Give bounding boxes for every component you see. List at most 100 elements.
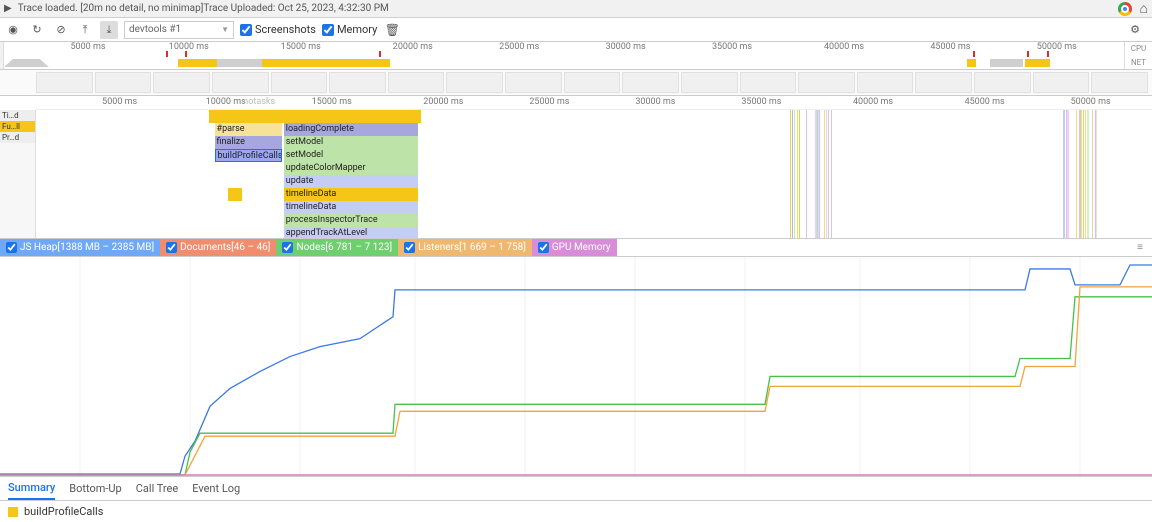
thumbnail[interactable]	[857, 72, 914, 93]
memory-input[interactable]	[322, 24, 334, 36]
tab-summary[interactable]: Summary	[8, 477, 55, 500]
flame-stripe	[1087, 110, 1088, 238]
memory-checkbox[interactable]: Memory	[322, 23, 377, 36]
thumbnail[interactable]	[329, 72, 386, 93]
mem-legend-checkbox[interactable]	[166, 242, 177, 253]
status-bar: ▶ Trace loaded. [20m no detail, no minim…	[0, 0, 1152, 18]
upload-icon[interactable]: ⤒	[76, 21, 94, 39]
track-label[interactable]: Ti…d	[0, 110, 35, 121]
flame-stripe	[1092, 110, 1093, 238]
gear-icon[interactable]: ⚙	[1126, 21, 1144, 39]
flame-stripe	[1064, 110, 1065, 238]
flame-entry[interactable]: updateColorMapper	[284, 162, 418, 175]
memory-chart[interactable]	[0, 257, 1152, 477]
flame-entry[interactable]: timelineData	[284, 201, 418, 214]
thumbnail[interactable]	[915, 72, 972, 93]
flame-entry[interactable]: #parse	[215, 123, 282, 136]
flame-entry[interactable]: setModel	[284, 149, 418, 162]
flame-entry[interactable]: appendTrackAtLevel	[284, 227, 418, 238]
flame-stripe	[1068, 110, 1069, 238]
overview-marker	[1047, 51, 1049, 57]
flame-entry[interactable]: processInspectorTrace	[284, 214, 418, 227]
flame-chart[interactable]: 5000 ms10000 ms15000 ms20000 ms25000 ms3…	[0, 96, 1152, 239]
flame-entry[interactable]: finalize	[215, 136, 282, 149]
flame-entry[interactable]: timelineData	[284, 188, 418, 201]
overview-tick: 20000 ms	[393, 42, 433, 52]
overview-tick: 40000 ms	[824, 42, 864, 52]
thumbnail[interactable]	[388, 72, 445, 93]
flame-entry[interactable]: buildProfileCalls	[215, 149, 282, 162]
thumbnail[interactable]	[564, 72, 621, 93]
mem-legend-label: Nodes[6 781 – 7 123]	[296, 242, 392, 253]
mem-legend-item[interactable]: Nodes[6 781 – 7 123]	[276, 239, 398, 256]
mem-legend-checkbox[interactable]	[404, 242, 415, 253]
screenshots-strip[interactable]	[0, 70, 1152, 96]
thumbnail[interactable]	[681, 72, 738, 93]
flame-entry[interactable]: loadingComplete	[284, 123, 418, 136]
thumbnail[interactable]	[1091, 72, 1148, 93]
thumbnail[interactable]	[271, 72, 328, 93]
target-dropdown[interactable]: devtools #1 ▼	[124, 21, 234, 39]
mem-legend-item[interactable]: JS Heap[1388 MB – 2385 MB]	[0, 239, 160, 256]
mem-legend-item[interactable]: Documents[46 – 46]	[160, 239, 276, 256]
summary-swatch	[8, 507, 18, 517]
flame-stripe	[831, 110, 832, 238]
flame-tick: 50000 ms	[1071, 97, 1111, 107]
mem-legend-label: Documents[46 – 46]	[180, 242, 270, 253]
flame-entry[interactable]: update	[284, 175, 418, 188]
overview-tick: 35000 ms	[712, 42, 752, 52]
thumbnail[interactable]	[798, 72, 855, 93]
thumbnail[interactable]	[153, 72, 210, 93]
overview-tick: 45000 ms	[930, 42, 970, 52]
net-label: NET	[1125, 56, 1152, 70]
thumbnail[interactable]	[212, 72, 269, 93]
tab-call-tree[interactable]: Call Tree	[136, 477, 178, 500]
mem-legend-checkbox[interactable]	[282, 242, 293, 253]
gc-icon[interactable]: 🗑	[383, 21, 401, 39]
summary-name: buildProfileCalls	[24, 505, 103, 518]
screenshots-input[interactable]	[240, 24, 252, 36]
download-icon[interactable]: ⤓	[100, 21, 118, 39]
thumbnail[interactable]	[622, 72, 679, 93]
flame-entry[interactable]: setModel	[284, 136, 418, 149]
overview[interactable]: 5000 ms10000 ms15000 ms20000 ms25000 ms3…	[0, 42, 1152, 70]
overview-bar	[4, 59, 49, 67]
clear-icon[interactable]: ⊘	[52, 21, 70, 39]
thumbnail[interactable]	[446, 72, 503, 93]
mem-legend-item[interactable]: Listeners[1 669 – 1 758]	[398, 239, 532, 256]
thumbnail[interactable]	[36, 72, 93, 93]
reload-icon[interactable]: ↻	[28, 21, 46, 39]
mem-legend-item[interactable]: GPU Memory	[532, 239, 617, 256]
mem-legend-menu-icon[interactable]: ≡	[1129, 242, 1152, 253]
chrome-icon[interactable]	[1118, 2, 1132, 16]
thumbnail[interactable]	[974, 72, 1031, 93]
flame-tick: 30000 ms	[635, 97, 675, 107]
flame-stripe	[1088, 110, 1089, 238]
flame-entry[interactable]	[209, 110, 421, 123]
tab-bottom-up[interactable]: Bottom-Up	[69, 477, 122, 500]
overview-bar	[990, 59, 1024, 67]
flame-stripe	[794, 110, 795, 238]
play-icon[interactable]: ▶	[4, 3, 12, 14]
flame-stripe	[790, 110, 791, 238]
thumbnail[interactable]	[505, 72, 562, 93]
mem-legend-checkbox[interactable]	[538, 242, 549, 253]
screenshots-label: Screenshots	[255, 23, 316, 36]
flame-entry[interactable]	[228, 188, 243, 201]
overview-marker	[185, 51, 187, 57]
thumbnail[interactable]	[95, 72, 152, 93]
home-icon[interactable]: ⌂	[1140, 0, 1148, 17]
flame-stripe	[797, 110, 798, 238]
record-icon[interactable]: ◉	[4, 21, 22, 39]
mem-legend-checkbox[interactable]	[6, 242, 17, 253]
track-label[interactable]: Pr…d	[0, 132, 35, 143]
thumbnail[interactable]	[740, 72, 797, 93]
track-label[interactable]: Fu…ll	[0, 121, 35, 132]
thumbnail[interactable]	[1033, 72, 1090, 93]
screenshots-checkbox[interactable]: Screenshots	[240, 23, 316, 36]
flame-stripe	[824, 110, 825, 238]
tab-event-log[interactable]: Event Log	[192, 477, 240, 500]
notasks-label: notasks	[243, 97, 275, 107]
cpu-label: CPU	[1125, 42, 1152, 56]
flame-stripe	[828, 110, 829, 238]
